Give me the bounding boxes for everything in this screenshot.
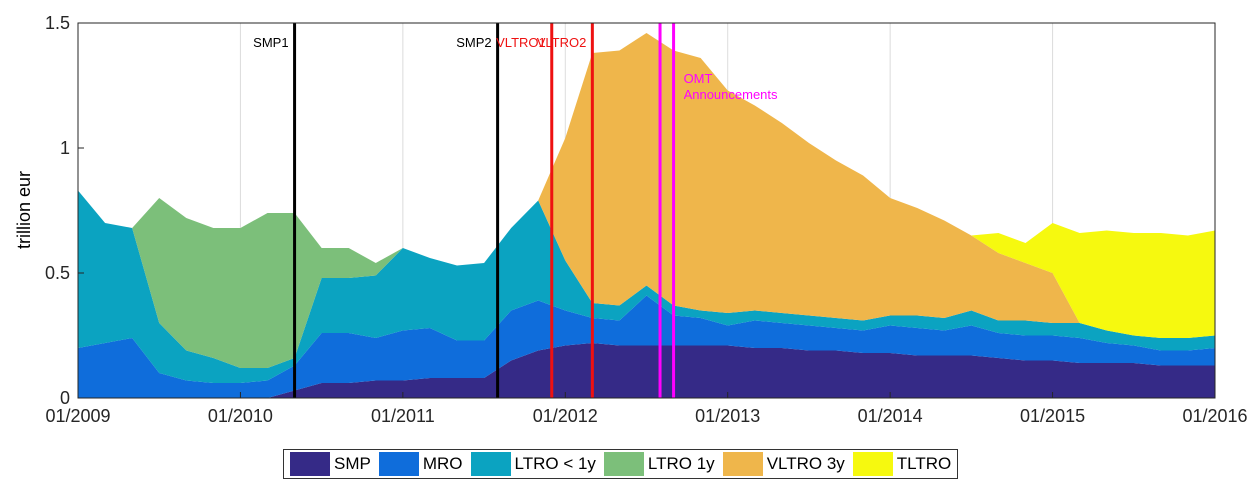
x-tick-label: 01/2009 [45, 406, 110, 426]
event-label-box: SMP2 [456, 35, 492, 50]
legend-item: SMP [290, 452, 371, 476]
x-tick-label: 01/2013 [695, 406, 760, 426]
legend-label: LTRO 1y [647, 454, 715, 473]
legend-label: MRO [422, 454, 463, 473]
event-label-box: SMP1 [253, 35, 289, 50]
event-label: OMT Announcements [683, 71, 778, 102]
y-tick-label: 1.5 [45, 13, 70, 33]
event-label: SMP2 [456, 35, 492, 50]
y-tick-label: 0 [60, 388, 70, 408]
area [78, 190, 1215, 368]
event-label-box: OMT Announcements [683, 71, 778, 102]
legend-item: TLTRO [852, 452, 952, 476]
x-tick-label: 01/2010 [208, 406, 273, 426]
y-axis-label: trillion eur [14, 171, 34, 249]
area [78, 295, 1215, 398]
legend: SMP MRO LTRO < 1y LTRO 1y VLTRO 3y TLTRO [283, 449, 959, 479]
legend-label: SMP [334, 454, 371, 473]
legend-swatch [290, 452, 330, 476]
x-tick-label: 01/2014 [858, 406, 923, 426]
event-label: VLTRO2 [536, 35, 587, 50]
legend-swatch [852, 452, 893, 476]
event-label-box: VLTRO1 [496, 35, 546, 50]
area [78, 190, 1215, 383]
legend-label: LTRO < 1y [514, 454, 596, 473]
area [78, 343, 1215, 398]
legend-label: VLTRO 3y [766, 454, 845, 473]
x-tick-label: 01/2015 [1020, 406, 1085, 426]
event-label: VLTRO1 [496, 35, 546, 50]
y-tick-label: 1 [60, 138, 70, 158]
event-label: SMP1 [253, 35, 289, 50]
y-tick-label: 0.5 [45, 263, 70, 283]
legend-swatch [470, 452, 511, 476]
legend-swatch [603, 452, 644, 476]
area [78, 33, 1215, 338]
legend-item: LTRO 1y [603, 452, 715, 476]
area [78, 33, 1215, 338]
x-tick-label: 01/2012 [533, 406, 598, 426]
legend-label: TLTRO [896, 454, 952, 473]
legend-item: MRO [378, 452, 463, 476]
legend-item: VLTRO 3y [722, 452, 845, 476]
plot-frame [77, 22, 1216, 399]
event-label-box: VLTRO2 [536, 35, 587, 50]
x-tick-label: 01/2011 [371, 406, 435, 426]
legend-swatch [378, 452, 419, 476]
legend-item: LTRO < 1y [470, 452, 596, 476]
x-tick-label: 01/2016 [1182, 406, 1247, 426]
legend-swatch [722, 452, 763, 476]
